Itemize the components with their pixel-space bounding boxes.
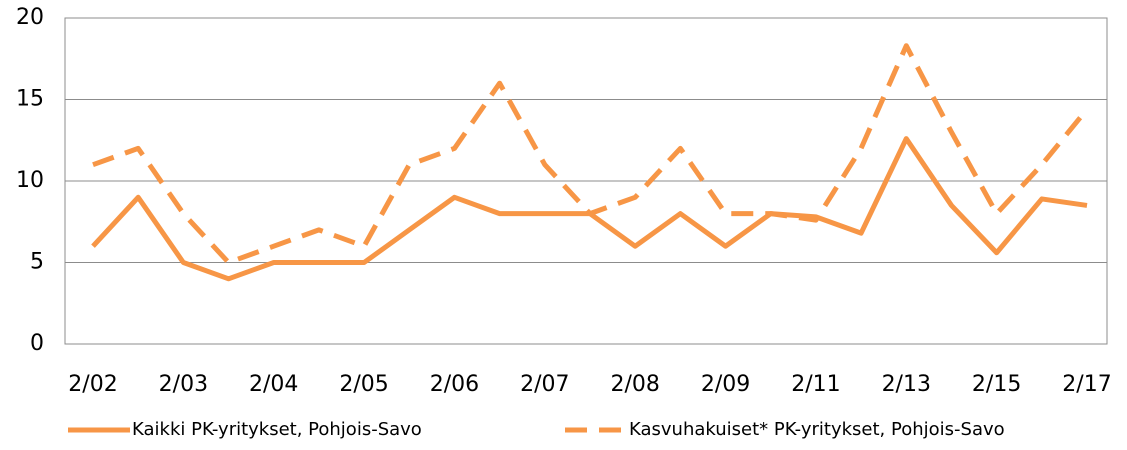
plot-border: [64, 17, 1108, 345]
x-tick-label: 2/04: [249, 372, 298, 397]
x-tick-label: 2/13: [882, 372, 931, 397]
y-tick-label: 0: [30, 331, 44, 356]
x-tick-label: 2/09: [701, 372, 750, 397]
legend-label: Kasvuhakuiset* PK-yritykset, Pohjois-Sav…: [629, 419, 1005, 440]
x-tick-label: 2/03: [159, 372, 208, 397]
x-tick-label: 2/02: [68, 372, 117, 397]
series-line: [92, 43, 1089, 265]
x-tick-label: 2/05: [339, 372, 388, 397]
y-tick-label: 10: [16, 168, 44, 193]
y-tick-label: 15: [16, 87, 44, 112]
y-tick-label: 20: [16, 5, 44, 30]
x-tick-label: 2/11: [791, 372, 840, 397]
x-tick-label: 2/08: [610, 372, 659, 397]
legend-label: Kaikki PK-yritykset, Pohjois-Savo: [132, 419, 422, 440]
x-tick-label: 2/15: [972, 372, 1021, 397]
y-tick-label: 5: [30, 250, 44, 275]
x-tick-label: 2/06: [430, 372, 479, 397]
x-tick-label: 2/07: [520, 372, 569, 397]
x-tick-label: 2/17: [1062, 372, 1111, 397]
